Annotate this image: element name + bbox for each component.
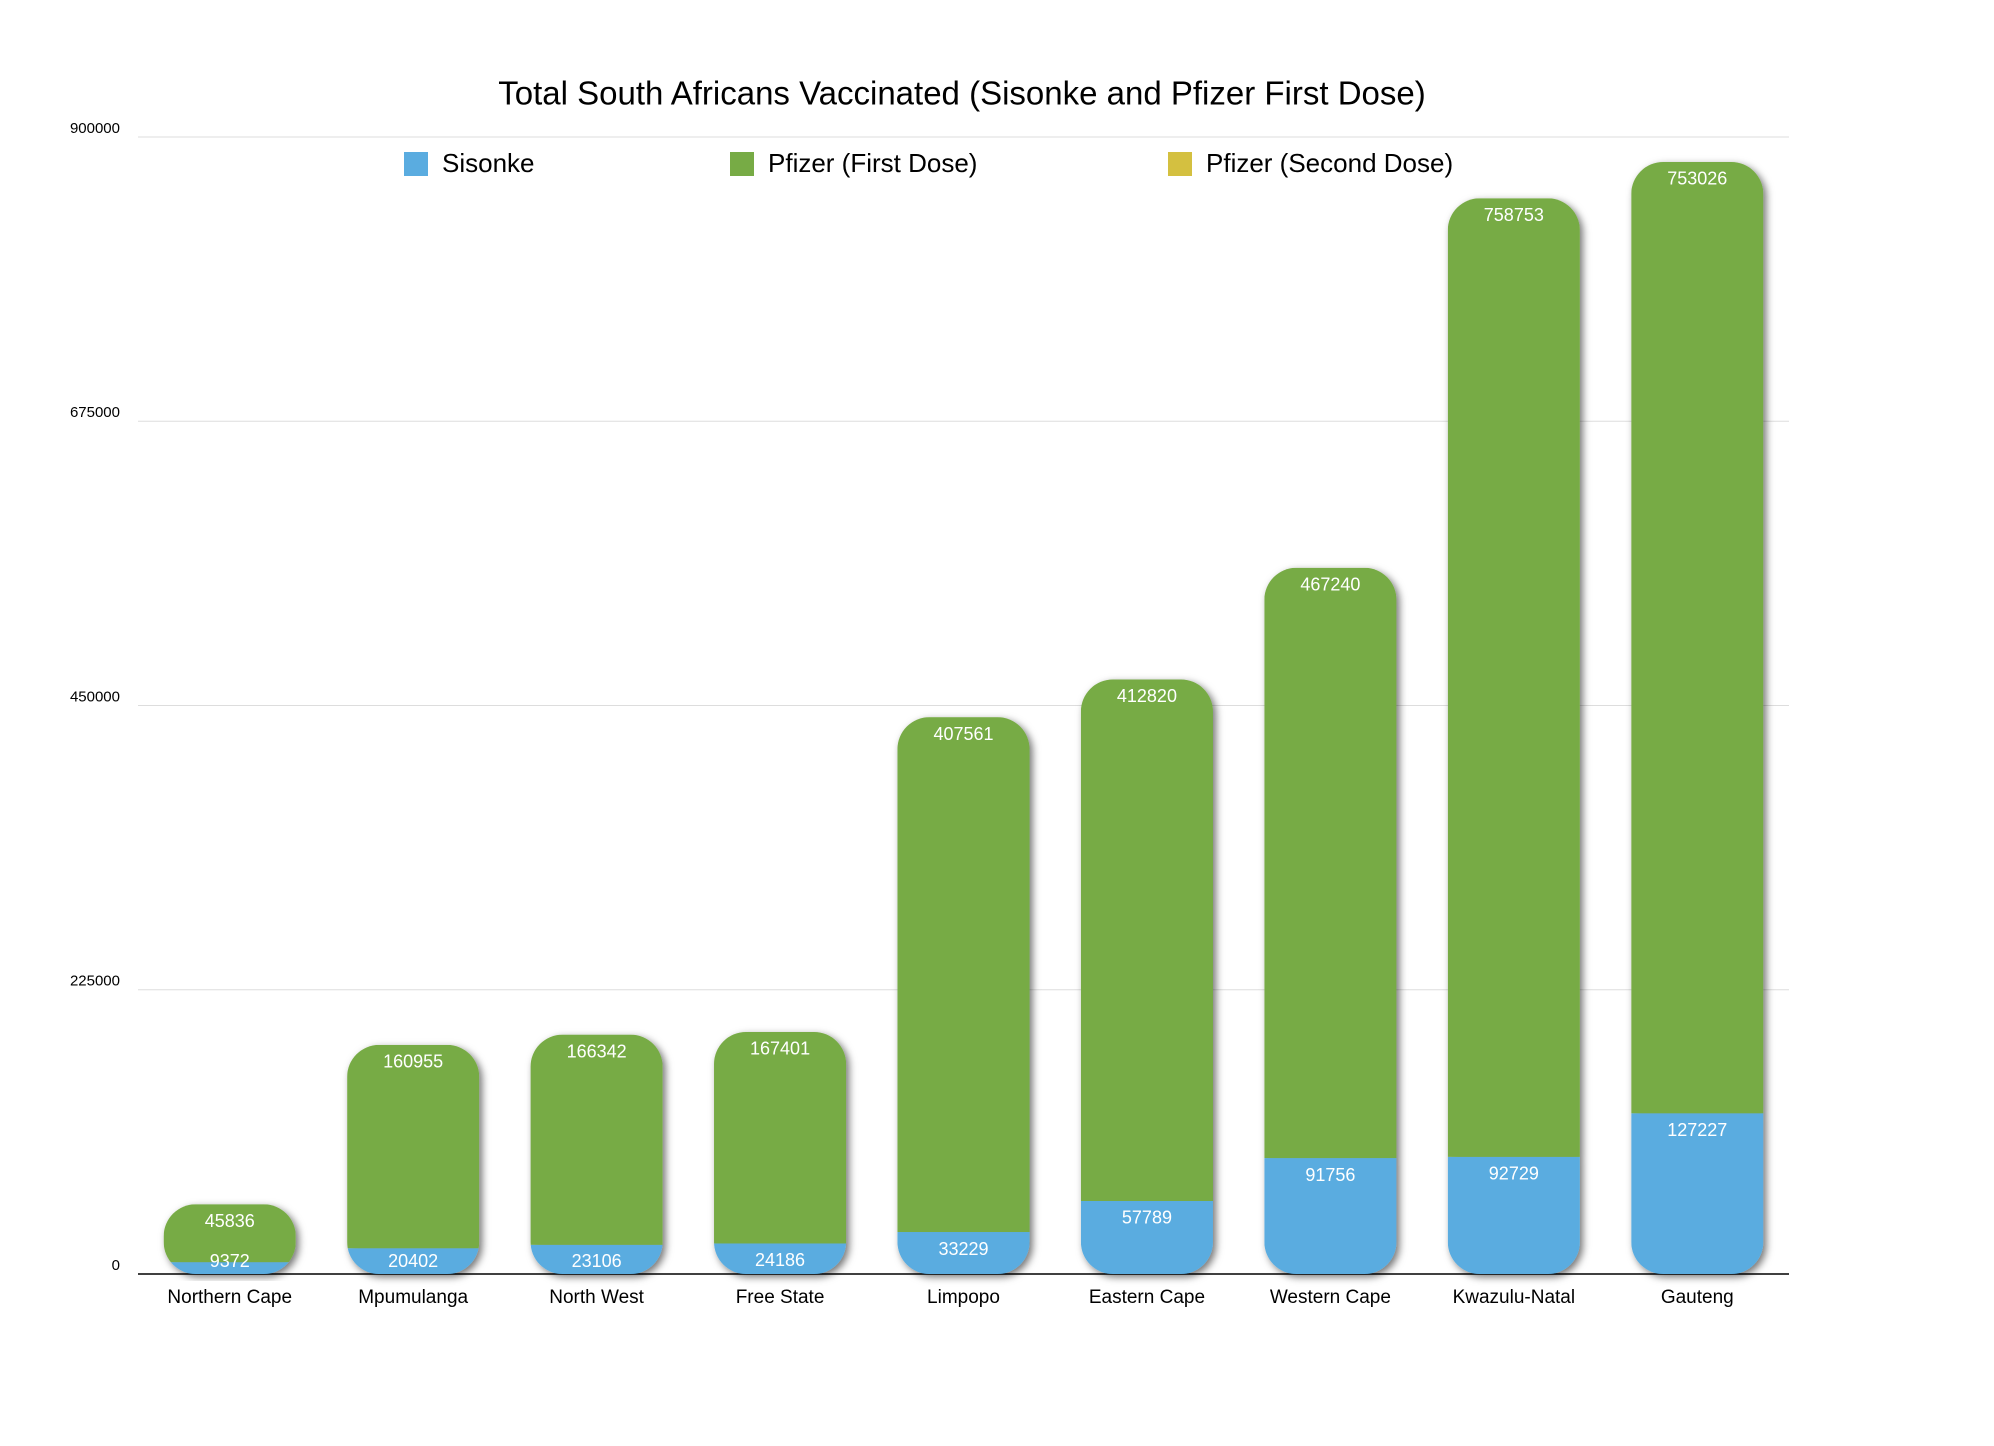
x-tick-label: Western Cape <box>1270 1287 1391 1308</box>
bar-segment <box>1447 198 1580 1157</box>
bar-group <box>714 1031 847 1274</box>
x-tick-label: Mpumulanga <box>358 1287 468 1308</box>
x-tick-label: Kwazulu-Natal <box>1453 1287 1576 1308</box>
bar-stack <box>530 1034 663 1274</box>
data-label: 166342 <box>567 1041 627 1061</box>
bar-group <box>530 1034 663 1274</box>
y-tick-label: 0 <box>112 1257 120 1274</box>
data-label: 33229 <box>938 1239 988 1259</box>
bar-group <box>1264 567 1397 1274</box>
bar-stack <box>1631 161 1764 1274</box>
bar-segment <box>1264 567 1397 1159</box>
x-tick-label: Free State <box>736 1287 825 1308</box>
data-label: 167401 <box>750 1039 810 1059</box>
bar-segment <box>163 1262 296 1274</box>
bar-stack <box>1080 679 1213 1274</box>
y-tick-label: 675000 <box>70 404 120 421</box>
bar-segment <box>1080 1200 1213 1274</box>
data-label: 412820 <box>1117 686 1177 706</box>
data-label: 753026 <box>1667 169 1727 189</box>
bar-stack <box>1447 198 1580 1274</box>
data-label: 9372 <box>210 1251 250 1271</box>
bar-group <box>1080 679 1213 1274</box>
data-label: 127227 <box>1667 1120 1727 1140</box>
bar-segment <box>897 717 1030 1233</box>
bar-segment <box>714 1243 847 1274</box>
bar-group <box>897 717 1030 1274</box>
bar-group <box>1447 198 1580 1274</box>
data-label: 407561 <box>933 724 993 744</box>
x-tick-label: Eastern Cape <box>1089 1287 1205 1308</box>
chart-title: Total South Africans Vaccinated (Sisonke… <box>498 75 1425 112</box>
x-tick-label: North West <box>549 1287 644 1308</box>
y-tick-label: 225000 <box>70 973 120 990</box>
legend-swatch <box>1168 152 1192 176</box>
data-label: 467240 <box>1300 575 1360 595</box>
bar-stack <box>347 1044 480 1274</box>
bar-segment <box>530 1034 663 1245</box>
data-label: 23106 <box>572 1251 622 1271</box>
data-label: 57789 <box>1122 1208 1172 1228</box>
x-tick-label: Limpopo <box>927 1287 1000 1308</box>
legend-label: Sisonke <box>442 148 535 178</box>
bar-segment <box>1264 1158 1397 1274</box>
bar-stack <box>163 1204 296 1274</box>
data-label: 24186 <box>755 1250 805 1270</box>
bar-group <box>163 1204 296 1274</box>
legend-swatch <box>404 152 428 176</box>
bar-stack <box>714 1031 847 1274</box>
data-label: 45836 <box>205 1211 255 1231</box>
bar-segment <box>1631 161 1764 1114</box>
legend-label: Pfizer (Second Dose) <box>1206 148 1453 178</box>
legend-swatch <box>730 152 754 176</box>
data-label: 758753 <box>1484 205 1544 225</box>
y-tick-label: 450000 <box>70 688 120 705</box>
bar-segment <box>1447 1156 1580 1274</box>
bar-segment <box>714 1031 847 1244</box>
x-tick-label: Gauteng <box>1661 1287 1734 1308</box>
bar-segment <box>347 1248 480 1274</box>
data-label: 91756 <box>1305 1165 1355 1185</box>
bar-stack <box>1264 567 1397 1274</box>
bar-segment <box>1080 679 1213 1201</box>
bar-segment <box>347 1044 480 1249</box>
bar-group <box>347 1044 480 1274</box>
bar-stack <box>897 717 1030 1274</box>
bar-segment <box>1631 1113 1764 1274</box>
bar-group <box>1631 161 1764 1274</box>
data-label: 92729 <box>1489 1164 1539 1184</box>
x-tick-label: Northern Cape <box>167 1287 292 1308</box>
bar-segment <box>897 1232 1030 1274</box>
legend-label: Pfizer (First Dose) <box>768 148 977 178</box>
y-tick-label: 900000 <box>70 120 120 137</box>
bar-segment <box>163 1204 296 1263</box>
data-label: 160955 <box>383 1052 443 1072</box>
bar-segment <box>530 1244 663 1274</box>
data-label: 20402 <box>388 1251 438 1271</box>
